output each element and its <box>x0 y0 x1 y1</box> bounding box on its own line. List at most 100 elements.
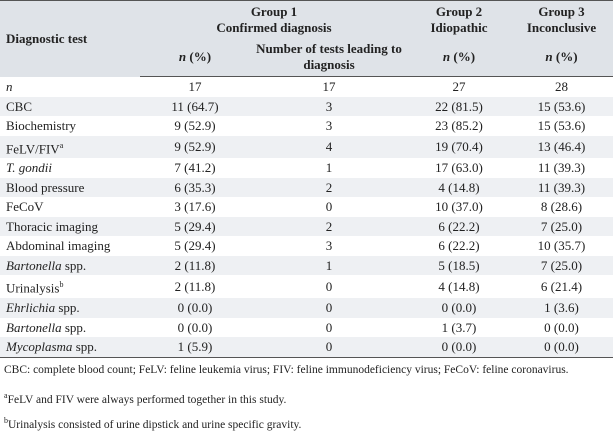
column-header: n (%) <box>408 38 510 77</box>
table-row: Biochemistry 9 (52.9) 3 23 (85.2) 15 (53.6) <box>0 116 613 136</box>
cell: 4 (14.8) <box>408 177 510 198</box>
cell: 0 (0.0) <box>544 319 579 335</box>
cell: 0 (0.0) <box>140 298 250 318</box>
group-name: Group 1 <box>250 3 298 19</box>
cell: 0 <box>325 278 333 294</box>
text-segment: Mycoplasma <box>6 339 73 355</box>
cell: 10 (37.0) <box>435 199 483 215</box>
cell: 1 (3.6) <box>510 298 613 318</box>
text-segment: (%) <box>450 49 476 64</box>
column-header: n (%) <box>510 38 613 77</box>
text-segment: Urinalysis <box>6 280 60 296</box>
cell: 1 <box>250 255 408 276</box>
table-container: Diagnostic test Group 1 Confirmed diagnosi… <box>0 0 613 433</box>
cell: 17 (63.0) <box>435 160 483 176</box>
cell: 13 (46.4) <box>510 135 613 159</box>
cell: 6 (22.2) <box>438 238 480 254</box>
text-segment: T. gondii <box>6 160 52 176</box>
group-header: Group 2 Idiopathic <box>408 0 510 38</box>
cell: 0 <box>325 199 333 215</box>
cell: 5 (29.4) <box>174 238 216 254</box>
row-label: Thoracic imaging <box>0 216 140 237</box>
cell: 17 <box>322 79 336 94</box>
footnote: aFeLV and FIV were always performed toge… <box>4 383 609 408</box>
table-header: Diagnostic test Group 1 Confirmed diagnosi… <box>0 0 613 77</box>
text-segment: b <box>59 280 64 290</box>
text-segment: FeLV/FIV <box>6 140 60 156</box>
cell: 11 (39.3) <box>537 160 586 176</box>
cell: 0 <box>325 319 333 335</box>
cell: 22 (81.5) <box>408 96 510 116</box>
text-segment: Bartonella <box>6 319 62 335</box>
cell: 5 (18.5) <box>408 255 510 276</box>
row-label: FeCoV <box>0 197 140 217</box>
table-row: FeLV/FIVa 9 (52.9) 4 19 (70.4) 13 (46.4) <box>0 135 613 159</box>
text-segment: spp. <box>55 300 80 316</box>
cell: 27 <box>452 79 466 94</box>
column-header: Number of tests leading to diagnosis <box>250 38 408 77</box>
cell: 11 (39.3) <box>510 177 613 198</box>
cell: 0 (0.0) <box>408 298 510 318</box>
cell: 11 (64.7) <box>140 96 250 116</box>
text-segment: n <box>442 49 451 64</box>
text-segment: a <box>59 140 64 150</box>
table-row: CBC 11 (64.7) 3 22 (81.5) 15 (53.6) <box>0 96 613 116</box>
text-segment: (%) <box>552 49 578 64</box>
cell: 0 <box>250 337 408 358</box>
table-row: n 17 17 27 28 <box>0 77 613 97</box>
table-row: Ehrlichia spp. 0 (0.0) 0 0 (0.0) 1 (3.6) <box>0 298 613 318</box>
cell: 15 (53.6) <box>510 96 613 116</box>
row-label-header: Diagnostic test <box>0 0 140 77</box>
cell: 1 <box>325 160 333 176</box>
footnote: CBC: complete blood count; FeLV: feline … <box>4 358 609 383</box>
footnote: bUrinalysis consisted of urine dipstick … <box>4 408 609 433</box>
table-row: Blood pressure 6 (35.3) 2 4 (14.8) 11 (39.3) <box>0 177 613 198</box>
text-segment: Blood pressure <box>6 179 85 195</box>
text-segment: (%) <box>186 49 212 64</box>
text-segment: spp. <box>61 319 87 335</box>
cell: 0 (0.0) <box>510 337 613 358</box>
table-row: Thoracic imaging 5 (29.4) 2 6 (22.2) 7 (25.0… <box>0 216 613 237</box>
text-segment: CBC <box>6 98 33 114</box>
table-body: n 17 17 27 28 CBC 11 (64.7) 3 22 (81.5) 15 (53.6)… <box>0 77 613 358</box>
text-segment: n <box>6 78 13 94</box>
text-segment: Thoracic imaging <box>6 218 99 234</box>
cell: 9 (52.9) <box>140 135 250 159</box>
cell: 3 (17.6) <box>174 199 216 215</box>
cell: 3 <box>325 238 333 254</box>
row-label: Abdominal imaging <box>0 236 140 256</box>
cell: 28 <box>555 79 568 94</box>
cell: 10 (35.7) <box>537 238 586 254</box>
text-segment: Biochemistry <box>6 118 77 133</box>
cell: 2 (11.8) <box>140 255 250 276</box>
table-row: Urinalysisb 2 (11.8) 0 4 (14.8) 6 (21.4) <box>0 275 613 298</box>
text-segment: spp. <box>61 257 87 273</box>
cell: 7 (41.2) <box>174 160 216 176</box>
table-row: Mycoplasma spp. 1 (5.9) 0 0 (0.0) 0 (0.0) <box>0 337 613 358</box>
text-segment: spp. <box>72 339 97 355</box>
cell: 2 <box>250 177 408 198</box>
row-label: Urinalysisb <box>0 275 140 298</box>
cell: 8 (28.6) <box>540 199 583 215</box>
cell: 4 (14.8) <box>438 278 480 294</box>
text-segment: Bartonella <box>6 257 62 273</box>
cell: 7 (25.0) <box>510 216 613 237</box>
row-label: FeLV/FIVa <box>0 135 140 159</box>
row-label: CBC <box>0 96 140 116</box>
cell: 5 (29.4) <box>140 216 250 237</box>
text-segment: n <box>178 49 187 64</box>
row-label: T. gondii <box>0 158 140 178</box>
group-subtitle: Idiopathic <box>430 19 488 35</box>
cell: 15 (53.6) <box>537 118 586 133</box>
table-row: Bartonella spp. 0 (0.0) 0 1 (3.7) 0 (0.0) <box>0 318 613 338</box>
text-segment: CBC: complete blood count; FeLV: feline … <box>4 363 569 376</box>
cell: 6 (22.2) <box>408 216 510 237</box>
cell: 17 <box>188 79 202 94</box>
text-segment: Ehrlichia <box>6 300 56 316</box>
cell: 6 (35.3) <box>140 177 250 198</box>
column-header: n (%) <box>140 38 250 77</box>
text-segment: n <box>545 49 553 64</box>
table-row: Abdominal imaging 5 (29.4) 3 6 (22.2) 10 (35… <box>0 236 613 256</box>
text-segment: a <box>4 390 8 400</box>
